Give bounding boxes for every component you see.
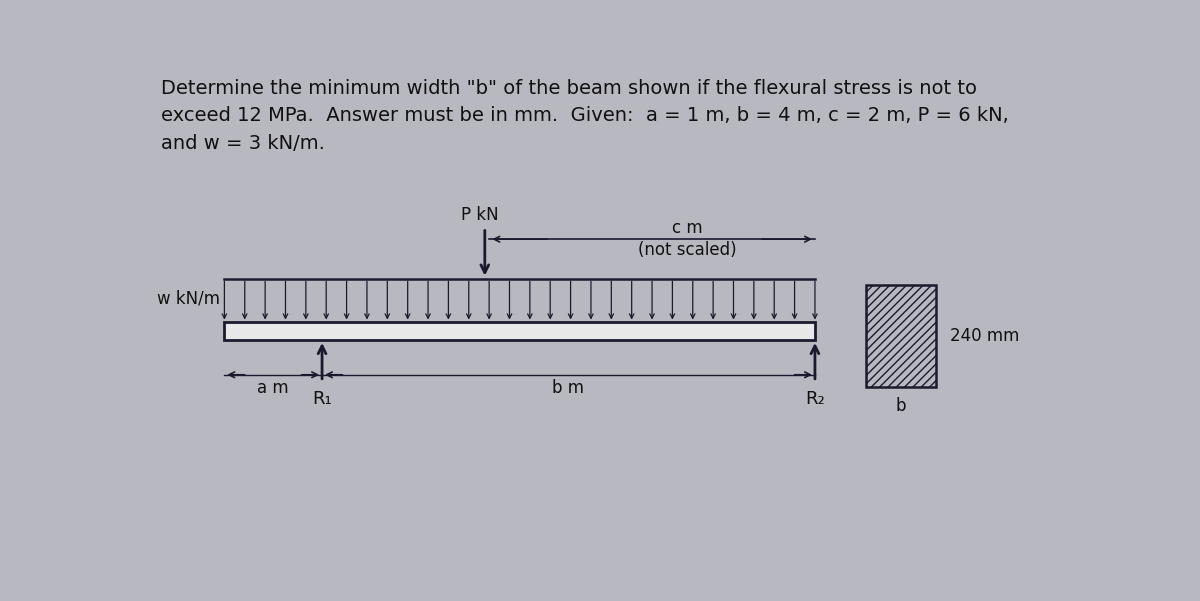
Text: P kN: P kN (461, 206, 499, 224)
Text: b: b (895, 397, 906, 415)
Text: b m: b m (552, 379, 584, 397)
Bar (224, 323, 815, 340)
Text: R₂: R₂ (805, 390, 824, 408)
Bar (866, 285, 936, 387)
Text: 240 mm: 240 mm (950, 327, 1019, 345)
Text: (not scaled): (not scaled) (637, 242, 737, 260)
Text: a m: a m (258, 379, 289, 397)
Text: c m: c m (672, 219, 702, 237)
Text: R₁: R₁ (312, 390, 332, 408)
Text: Determine the minimum width "b" of the beam shown if the flexural stress is not : Determine the minimum width "b" of the b… (161, 79, 1009, 153)
Text: w kN/m: w kN/m (157, 289, 220, 307)
